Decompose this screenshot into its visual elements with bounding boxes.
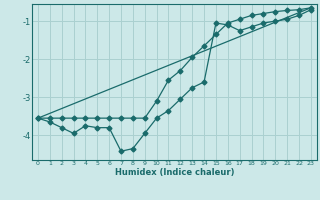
X-axis label: Humidex (Indice chaleur): Humidex (Indice chaleur) [115,168,234,177]
